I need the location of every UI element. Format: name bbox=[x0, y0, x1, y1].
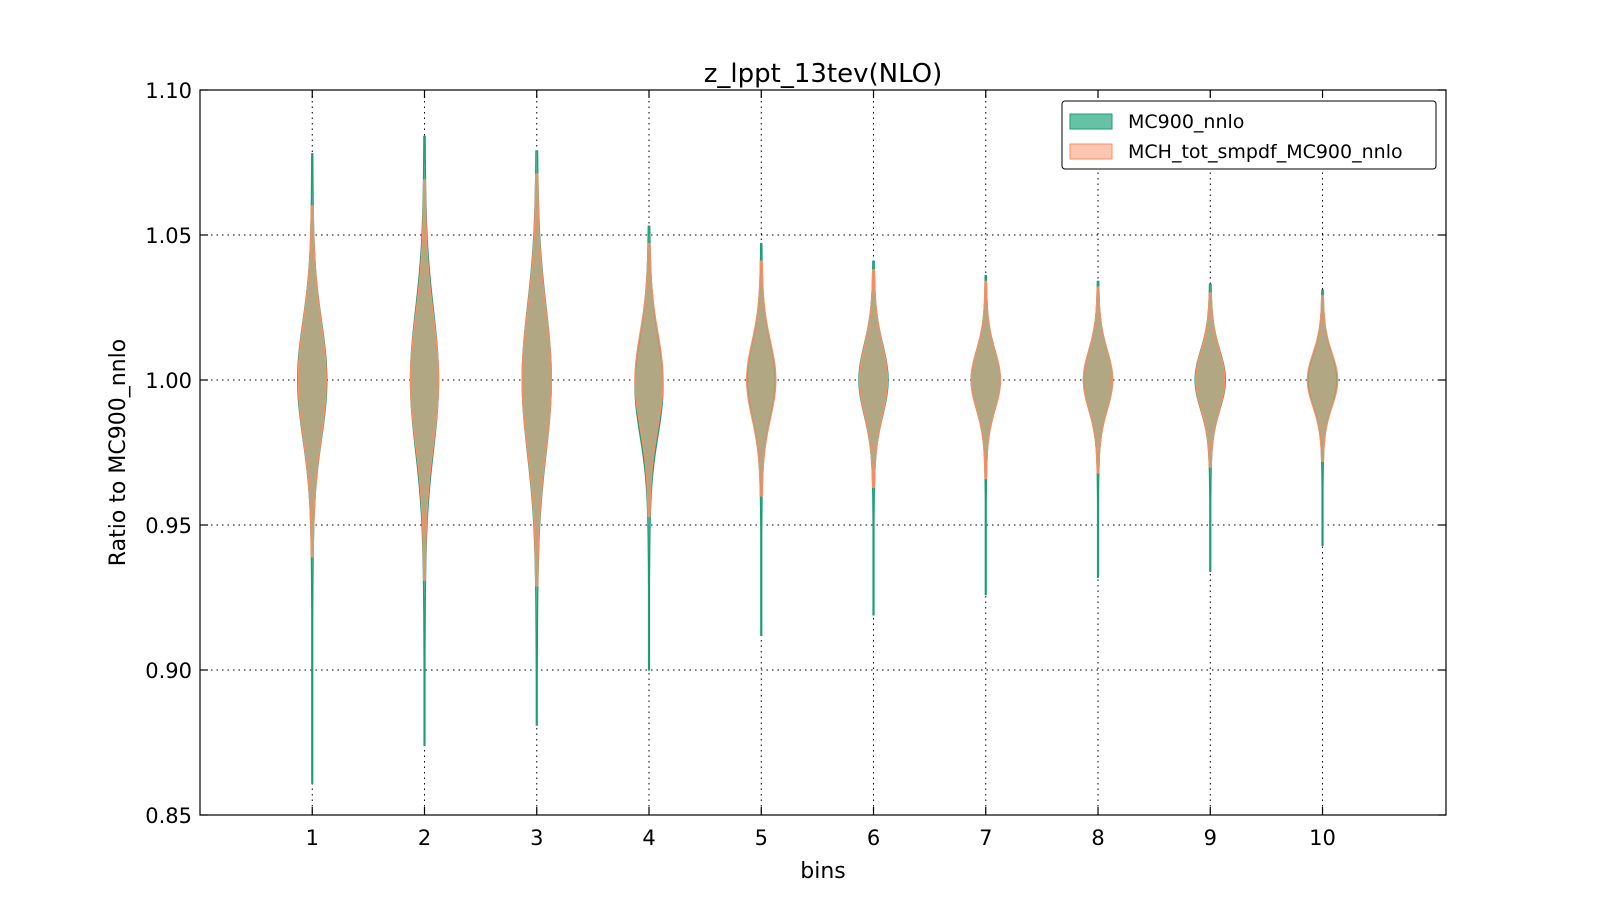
violin-mch-bin-4 bbox=[634, 243, 664, 517]
grid-layer bbox=[200, 90, 1446, 815]
y-axis-label: Ratio to MC900_nnlo bbox=[106, 339, 131, 566]
y-tick-label: 0.85 bbox=[145, 804, 192, 828]
x-tick-label: 9 bbox=[1204, 826, 1217, 850]
x-tick-label: 1 bbox=[306, 826, 319, 850]
legend-label-mc900: MC900_nnlo bbox=[1128, 111, 1244, 133]
violin-mch-bin-5 bbox=[746, 260, 777, 497]
legend-label-mch: MCH_tot_smpdf_MC900_nnlo bbox=[1128, 141, 1403, 163]
x-tick-label: 2 bbox=[418, 826, 431, 850]
legend-box bbox=[1061, 100, 1437, 170]
x-tick-label: 6 bbox=[867, 826, 880, 850]
violin-mch-bin-3 bbox=[521, 173, 553, 587]
x-tick-label: 4 bbox=[642, 826, 655, 850]
x-tick-label: 8 bbox=[1091, 826, 1104, 850]
plot-frame bbox=[199, 89, 1447, 816]
x-tick-label: 5 bbox=[755, 826, 768, 850]
violin-mch-bin-10 bbox=[1306, 295, 1339, 462]
legend: MC900_nnlo MCH_tot_smpdf_MC900_nnlo bbox=[1061, 100, 1437, 170]
x-tick-label: 10 bbox=[1309, 826, 1336, 850]
y-tick-label: 0.90 bbox=[145, 659, 192, 683]
chart-title: z_lppt_13tev(NLO) bbox=[704, 59, 943, 89]
y-tick-label: 1.05 bbox=[145, 224, 192, 248]
violin-mch-bin-8 bbox=[1082, 286, 1114, 474]
violin-mch-bin-1 bbox=[297, 205, 327, 558]
legend-swatch-mc900 bbox=[1069, 113, 1113, 130]
y-tick-label: 1.00 bbox=[145, 369, 192, 393]
violin-mch-bin-6 bbox=[858, 269, 889, 488]
x-axis-label: bins bbox=[800, 859, 845, 884]
tick-layer: 0.85 0.90 0.95 1.00 1.05 1.10 1 2 3 4 5 6 7 8 9 10 bbox=[145, 79, 1446, 850]
violin-layer bbox=[297, 135, 1339, 784]
y-tick-label: 0.95 bbox=[145, 514, 192, 538]
x-tick-label: 3 bbox=[530, 826, 543, 850]
y-tick-label: 1.10 bbox=[145, 79, 192, 103]
violin-mch-bin-9 bbox=[1195, 292, 1226, 468]
violin-mch-bin-7 bbox=[970, 280, 1002, 480]
violin-mch-bin-2 bbox=[409, 179, 440, 581]
legend-swatch-mch bbox=[1069, 143, 1113, 160]
x-tick-label: 7 bbox=[979, 826, 992, 850]
